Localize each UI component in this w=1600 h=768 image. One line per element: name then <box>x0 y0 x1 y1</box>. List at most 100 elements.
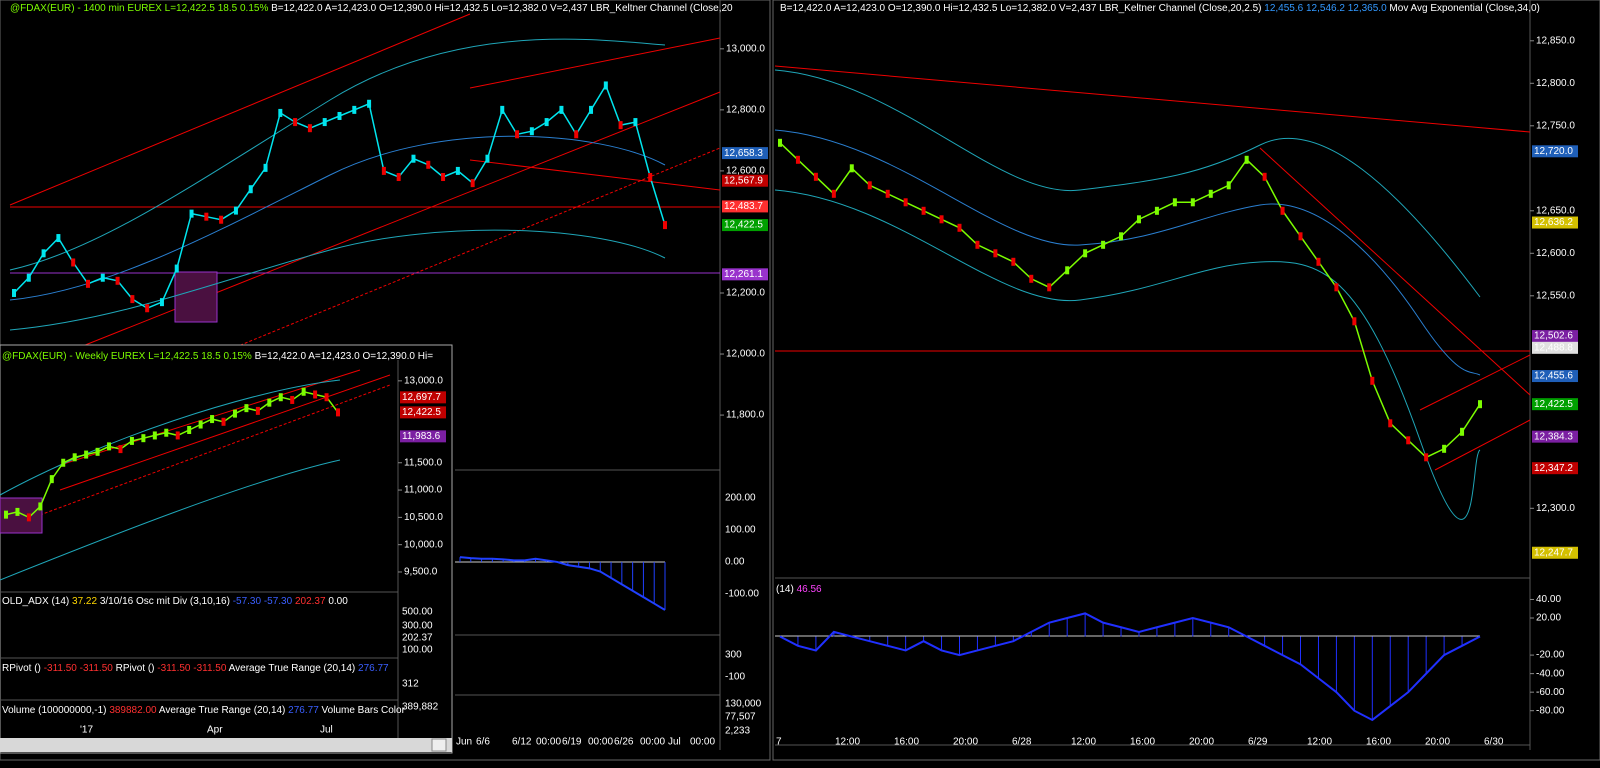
price-bar <box>1388 419 1393 428</box>
price-bar <box>278 393 283 402</box>
x-tick-label: 12:00 <box>835 737 860 748</box>
price-bar <box>1442 444 1447 453</box>
price-bar <box>174 264 179 273</box>
price-bar <box>336 408 340 417</box>
price-bar <box>175 431 180 440</box>
zone-box <box>174 271 218 323</box>
price-bar <box>248 185 253 194</box>
price-bar <box>85 279 90 288</box>
header-item: Volume Bars Color <box>322 705 406 716</box>
price-bar <box>1136 215 1141 224</box>
price-bar <box>1334 283 1339 292</box>
price-tag <box>1532 216 1578 229</box>
y-tick-label: 20.00 <box>1536 613 1561 624</box>
price-tag-label: 12,658.3 <box>724 148 763 159</box>
indicator-axis-label: 200.00 <box>725 493 756 504</box>
price-tag <box>1532 330 1578 343</box>
y-tick-label: 12,750.0 <box>1536 120 1575 131</box>
y-tick-label: 12,850.0 <box>1536 35 1575 46</box>
x-tick-label: 7 <box>776 737 782 748</box>
header-item: B=12,422.0 A=12,423.0 O=12,390.0 Hi=12,4… <box>271 3 588 14</box>
x-tick-label: Jul <box>668 737 681 748</box>
price-bar <box>324 393 329 402</box>
price-bar <box>1011 257 1016 266</box>
x-tick-label: 00:00 <box>536 737 561 748</box>
price-bar <box>301 387 306 396</box>
price-bar <box>263 163 268 172</box>
price-bar <box>152 431 157 440</box>
price-bar <box>210 415 215 424</box>
header-item: -311.50 -311.50 <box>157 663 227 674</box>
y-tick-label: -20.00 <box>1536 650 1565 661</box>
price-tag-label: 12,697.7 <box>402 392 441 403</box>
price-bar <box>164 428 169 437</box>
price-bar <box>26 513 31 522</box>
x-tick-label: 6/12 <box>512 737 532 748</box>
trend-line <box>1259 147 1531 396</box>
price-bar <box>232 409 237 418</box>
inset-frame <box>0 344 453 754</box>
header: @FDAX(EUR) - Weekly EUREX L=12,422.5 18.… <box>2 351 433 362</box>
x-tick-label: 00:00 <box>588 737 613 748</box>
y-tick-label: 12,800.0 <box>726 105 765 116</box>
price-bar <box>648 173 653 182</box>
keltner-lower <box>0 459 341 581</box>
price-bar <box>455 166 460 175</box>
price-bar <box>293 118 298 127</box>
x-tick-label: Jun <box>456 737 472 748</box>
x-tick-label: Apr <box>207 725 223 736</box>
trend-line <box>1434 419 1531 471</box>
header-item: 276.77 <box>288 705 319 716</box>
indicator-axis-label: 0.00 <box>725 557 745 568</box>
price-bar <box>141 434 146 443</box>
price-bar <box>187 425 192 434</box>
header-item: 0.00 <box>328 596 348 607</box>
header-item: Volume (100000000,-1) <box>2 705 107 716</box>
indicator-axis-label: -100 <box>725 672 745 683</box>
y-tick-label: 11,500.0 <box>404 457 443 468</box>
price-bar <box>115 276 120 285</box>
price-bar <box>396 173 401 182</box>
price-bar <box>219 215 224 224</box>
price-bar <box>255 406 260 415</box>
price-bar <box>813 172 818 181</box>
x-tick-label: 00:00 <box>640 737 665 748</box>
price-bar <box>1370 376 1375 385</box>
x-tick-label: 20:00 <box>953 737 978 748</box>
header-item: @FDAX(EUR) - Weekly EUREX L=12,422.5 18.… <box>2 351 252 362</box>
price-bar <box>529 127 534 136</box>
price-tag-label: 12,483.7 <box>724 201 763 212</box>
x-tick-label: 20:00 <box>1189 737 1214 748</box>
header-item: 37.22 <box>72 596 97 607</box>
price-bar <box>107 442 112 451</box>
header-item: 3/10/16 Osc mit Div (3,10,16) <box>100 596 230 607</box>
price-bar <box>1083 249 1088 258</box>
indicator-axis-label: 500.00 <box>402 607 433 618</box>
x-tick-label: 16:00 <box>894 737 919 748</box>
y-tick-label: -80.00 <box>1536 705 1565 716</box>
indicator-axis-label: 130,000 <box>725 699 762 710</box>
header-item: B=12,422.0 A=12,423.0 O=12,390.0 Hi= <box>255 351 434 362</box>
price-bar <box>441 173 446 182</box>
price-bar <box>903 198 908 207</box>
header: OLD_ADX (14) 37.22 3/10/16 Osc mit Div (… <box>2 596 348 607</box>
y-tick-label: -40.00 <box>1536 668 1565 679</box>
y-tick-label: 12,550.0 <box>1536 290 1575 301</box>
y-tick-label: 10,500.0 <box>404 512 443 523</box>
scrollbar[interactable] <box>0 738 452 752</box>
price-bar <box>337 111 342 120</box>
x-tick-label: 6/30 <box>1484 737 1504 748</box>
price-bar <box>41 249 46 258</box>
price-bar <box>307 124 312 133</box>
price-bar <box>1316 257 1321 266</box>
header-item: 202.37 <box>295 596 326 607</box>
price-bar <box>56 234 61 243</box>
price-bar <box>72 453 77 462</box>
price-bar <box>313 390 318 399</box>
scroll-button[interactable] <box>431 738 447 752</box>
price-bar <box>426 160 431 169</box>
trend-line <box>59 374 391 491</box>
price-bar <box>470 179 475 188</box>
price-bar <box>145 304 150 313</box>
